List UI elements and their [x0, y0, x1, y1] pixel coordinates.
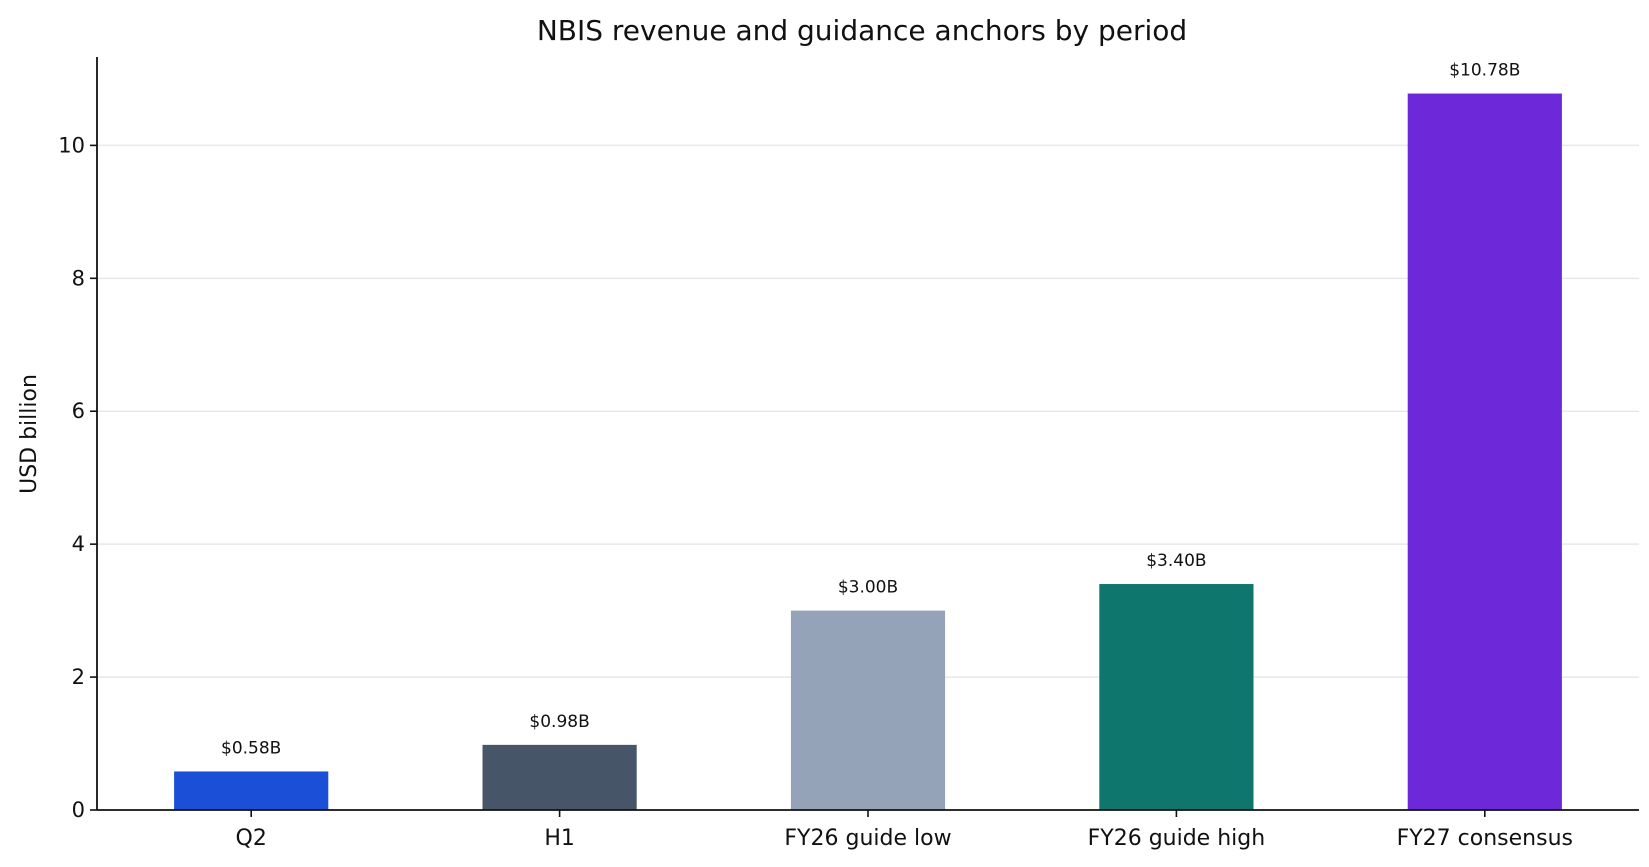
x-tick-label: H1 — [544, 826, 575, 851]
bar-value-label: $0.58B — [221, 738, 281, 758]
bar-value-label: $3.00B — [838, 578, 898, 598]
bar — [1099, 584, 1254, 810]
bar-value-label: $10.78B — [1449, 61, 1520, 81]
x-tick-label: FY26 guide high — [1088, 826, 1266, 851]
labels: 0 2 4 6 8 10 $0.58B Q2 $0.98B H1 $3.00B FY26 guide … — [58, 61, 1573, 851]
x-tick-label: Q2 — [236, 826, 267, 851]
gridlines — [97, 144, 1639, 678]
x-tick-label: FY27 consensus — [1397, 826, 1573, 851]
chart-title: NBIS revenue and guidance anchors by per… — [537, 14, 1187, 47]
bar — [1407, 93, 1562, 810]
x-tick-label: FY26 guide low — [784, 826, 951, 851]
bar — [790, 610, 946, 810]
y-tick-label: 0 — [72, 798, 85, 822]
bar-value-label: $3.40B — [1146, 551, 1206, 571]
y-tick-label: 8 — [72, 266, 85, 290]
y-tick-label: 2 — [72, 665, 85, 689]
bar — [174, 771, 329, 810]
bar-value-label: $0.98B — [529, 712, 589, 732]
y-tick-label: 10 — [58, 133, 85, 157]
y-axis-label: USD billion — [17, 374, 42, 494]
bar — [482, 744, 637, 810]
axes — [90, 57, 1639, 817]
y-tick-label: 6 — [72, 399, 85, 423]
y-tick-label: 4 — [72, 532, 85, 556]
bars — [174, 93, 1562, 810]
